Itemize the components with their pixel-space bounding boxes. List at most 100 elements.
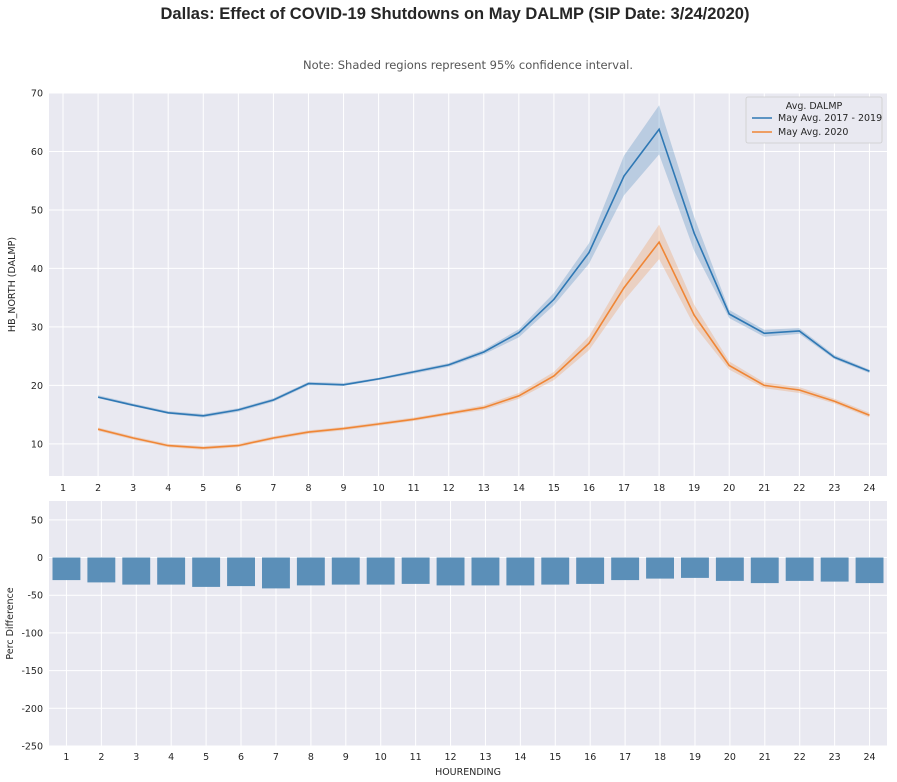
bar-xtick-label: 23 [829, 752, 841, 763]
bar-xtick-label: 14 [514, 752, 526, 763]
bar-hour-16 [576, 557, 605, 584]
line-panel-background [49, 93, 887, 476]
page-title: Dallas: Effect of COVID-19 Shutdowns on … [160, 5, 750, 23]
bar-xtick-label: 4 [168, 752, 174, 763]
bar-hour-3 [122, 557, 151, 585]
line-ytick-label: 20 [31, 381, 43, 392]
bar-hour-7 [262, 557, 290, 589]
bar-xtick-label: 20 [724, 752, 736, 763]
line-xtick-label: 7 [270, 483, 276, 494]
bar-hour-12 [436, 557, 465, 586]
bar-hour-18 [646, 557, 674, 579]
bar-hour-6 [227, 557, 255, 587]
line-xtick-label: 9 [341, 483, 347, 494]
bar-hour-4 [157, 557, 186, 585]
bar-xtick-label: 21 [759, 752, 771, 763]
series-2-line [97, 240, 870, 449]
bar-hour-14 [506, 557, 535, 586]
line-xtick-label: 2 [95, 483, 101, 494]
bar-xtick-label: 5 [203, 752, 209, 763]
bar-hour-21 [750, 557, 779, 584]
bar-ytick-label: -200 [21, 704, 43, 715]
line-xtick-label: 13 [478, 483, 490, 494]
line-xtick-label: 15 [548, 483, 560, 494]
bar-hour-20 [715, 557, 744, 581]
bar-ytick-label: 50 [31, 515, 43, 526]
line-xtick-label: 20 [723, 483, 735, 494]
bar-x-axis-label: HOURENDING [435, 767, 501, 778]
bar-ytick-label: -100 [21, 628, 43, 639]
bar-xtick-label: 3 [133, 752, 139, 763]
bar-panel-background [49, 501, 887, 746]
bar-hour-24 [855, 557, 884, 584]
line-xtick-label: 17 [618, 483, 630, 494]
legend-entry-2: May Avg. 2020 [778, 127, 848, 138]
bar-xtick-label: 9 [343, 752, 349, 763]
bar-xtick-label: 10 [375, 752, 387, 763]
line-xtick-label: 16 [583, 483, 595, 494]
line-ytick-label: 10 [31, 439, 43, 450]
line-xtick-label: 1 [60, 483, 66, 494]
page-subtitle: Note: Shaded regions represent 95% confi… [303, 58, 633, 72]
series-1-line [97, 127, 870, 417]
line-xtick-label: 19 [688, 483, 700, 494]
bar-hour-9 [331, 557, 360, 585]
line-ytick-label: 60 [31, 147, 43, 158]
bar-xtick-label: 7 [273, 752, 279, 763]
bar-ytick-label: -50 [27, 591, 43, 602]
bar-xtick-label: 1 [63, 752, 69, 763]
line-xtick-label: 14 [513, 483, 525, 494]
bar-xtick-label: 15 [549, 752, 561, 763]
line-xtick-label: 6 [235, 483, 241, 494]
bar-hour-10 [366, 557, 395, 585]
bar-hour-13 [471, 557, 500, 586]
line-xtick-label: 10 [373, 483, 385, 494]
bar-xtick-label: 18 [654, 752, 666, 763]
legend-box [745, 96, 883, 144]
bar-hour-15 [541, 557, 570, 585]
bar-hour-23 [820, 557, 849, 582]
line-ytick-label: 50 [31, 205, 43, 216]
bar-hour-19 [681, 557, 709, 578]
bar-hour-1 [52, 557, 81, 581]
line-ytick-label: 30 [31, 322, 43, 333]
bar-xtick-label: 16 [584, 752, 596, 763]
bar-xtick-label: 17 [619, 752, 631, 763]
bar-xtick-label: 6 [238, 752, 244, 763]
line-xtick-label: 12 [443, 483, 455, 494]
line-xtick-label: 22 [793, 483, 805, 494]
line-ytick-label: 40 [31, 264, 43, 275]
bar-xtick-label: 24 [863, 752, 875, 763]
bar-hour-5 [192, 557, 221, 587]
bar-hour-8 [296, 557, 325, 586]
line-xtick-label: 21 [758, 483, 770, 494]
line-xtick-label: 8 [305, 483, 311, 494]
series-2-confidence-band [98, 224, 870, 450]
line-xtick-label: 18 [653, 483, 665, 494]
bar-hour-17 [611, 557, 640, 581]
bar-xtick-label: 13 [479, 752, 491, 763]
bar-xtick-label: 8 [308, 752, 314, 763]
bar-ytick-label: 0 [37, 553, 43, 564]
line-xtick-label: 3 [130, 483, 136, 494]
line-ytick-label: 70 [31, 89, 43, 100]
line-xtick-label: 11 [408, 483, 420, 494]
line-xtick-label: 24 [863, 483, 875, 494]
bar-hour-22 [785, 557, 814, 581]
bar-y-axis-label: Perc Difference [5, 587, 16, 659]
line-y-axis-label: HB_NORTH (DALMP) [7, 237, 18, 332]
line-panel-edge [887, 91, 897, 478]
line-xtick-label: 23 [828, 483, 840, 494]
legend-entry-1: May Avg. 2017 - 2019 [778, 113, 882, 124]
legend-title: Avg. DALMP [786, 101, 843, 112]
bar-xtick-label: 19 [689, 752, 701, 763]
line-xtick-label: 5 [200, 483, 206, 494]
bar-xtick-label: 22 [794, 752, 806, 763]
bar-ytick-label: -150 [21, 666, 43, 677]
bar-ytick-label: -250 [21, 742, 43, 753]
bar-xtick-label: 11 [410, 752, 422, 763]
line-xtick-label: 4 [165, 483, 171, 494]
bar-xtick-label: 12 [444, 752, 456, 763]
